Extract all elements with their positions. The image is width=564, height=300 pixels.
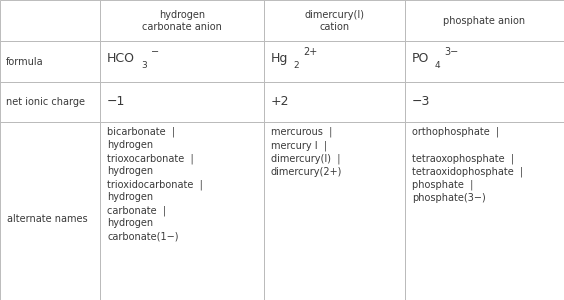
Text: HCO: HCO: [107, 52, 135, 64]
Text: formula: formula: [6, 56, 43, 67]
Bar: [405, 82, 564, 122]
Bar: [0, 41, 100, 82]
Text: 2+: 2+: [303, 47, 318, 57]
Text: dimercury(I)
cation: dimercury(I) cation: [305, 10, 364, 32]
Text: hydrogen
carbonate anion: hydrogen carbonate anion: [142, 10, 222, 32]
Text: orthophosphate  |

tetraoxophosphate  |
tetraoxidophosphate  |
phosphate  |
phos: orthophosphate | tetraoxophosphate | tet…: [412, 127, 523, 203]
Bar: [264, 41, 405, 82]
Bar: [264, 0, 405, 41]
Text: net ionic charge: net ionic charge: [6, 97, 85, 106]
Text: 3: 3: [141, 61, 147, 70]
Text: phosphate anion: phosphate anion: [443, 16, 526, 26]
Bar: [100, 122, 264, 300]
Text: −: −: [151, 47, 159, 57]
Bar: [0, 0, 100, 41]
Bar: [0, 82, 100, 122]
Text: Hg: Hg: [271, 52, 288, 64]
Bar: [405, 122, 564, 300]
Text: PO: PO: [412, 52, 429, 64]
Bar: [100, 0, 264, 41]
Bar: [100, 82, 264, 122]
Bar: [264, 122, 405, 300]
Text: 3−: 3−: [444, 47, 459, 57]
Text: 4: 4: [434, 61, 440, 70]
Bar: [405, 0, 564, 41]
Text: bicarbonate  |
hydrogen
trioxocarbonate  |
hydrogen
trioxidocarbonate  |
hydroge: bicarbonate | hydrogen trioxocarbonate |…: [107, 127, 203, 241]
Text: −3: −3: [412, 95, 430, 108]
Bar: [264, 82, 405, 122]
Text: 2: 2: [293, 61, 299, 70]
Bar: [405, 41, 564, 82]
Text: alternate names: alternate names: [7, 214, 87, 224]
Text: mercurous  |
mercury I  |
dimercury(I)  |
dimercury(2+): mercurous | mercury I | dimercury(I) | d…: [271, 127, 342, 177]
Bar: [100, 41, 264, 82]
Text: +2: +2: [271, 95, 289, 108]
Bar: [0, 122, 100, 300]
Text: −1: −1: [107, 95, 126, 108]
